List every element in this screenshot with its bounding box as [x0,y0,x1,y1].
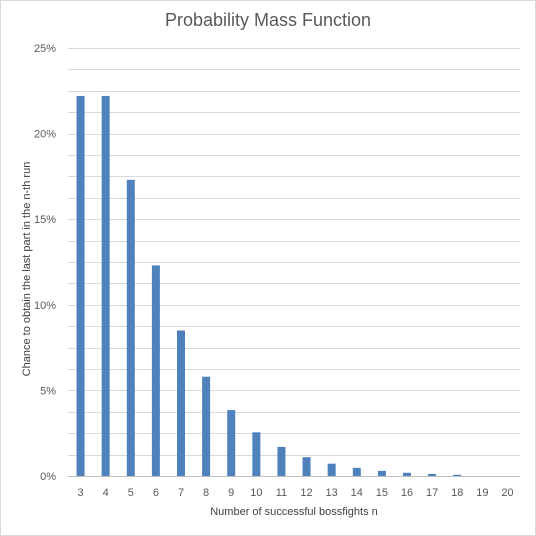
bar [177,330,185,476]
x-tick-label: 7 [178,487,184,499]
x-tick-label: 15 [376,487,388,499]
y-tick-label: 15% [34,214,56,226]
x-tick-label: 12 [300,487,312,499]
y-tick-label: 0% [40,471,56,483]
y-tick-label: 20% [34,129,56,141]
x-tick-label: 8 [203,487,209,499]
x-axis-title: Number of successful bossfights n [210,506,378,518]
bar [126,179,135,476]
x-tick-label: 5 [128,487,134,499]
bar [428,473,437,476]
bar [227,410,236,476]
bar [151,265,160,476]
x-tick-label: 6 [153,487,159,499]
bar [453,474,462,476]
bar [76,95,85,476]
x-tick-label: 10 [250,487,262,499]
x-tick-label: 20 [501,487,513,499]
x-tick-label: 16 [401,487,413,499]
x-tick-label: 14 [351,487,363,499]
bar [202,376,211,476]
x-tick-label: 13 [326,487,338,499]
bar [377,470,386,476]
y-tick-label: 25% [34,43,56,55]
bar [403,472,411,476]
bar [252,432,261,476]
bar [277,446,286,476]
bar [327,463,336,476]
x-tick-label: 17 [426,487,438,499]
y-tick-label: 5% [40,385,56,397]
chart-title: Probability Mass Function [164,10,372,30]
x-tick-label: 9 [228,487,234,499]
x-tick-label: 19 [476,487,488,499]
x-tick-label: 4 [103,487,109,499]
bar [101,95,110,476]
x-tick-label: 11 [276,487,287,499]
y-tick-label: 10% [34,300,56,312]
bar [302,457,311,476]
bar [352,467,361,476]
x-tick-label: 3 [77,487,83,499]
x-tick-label: 18 [451,487,463,499]
